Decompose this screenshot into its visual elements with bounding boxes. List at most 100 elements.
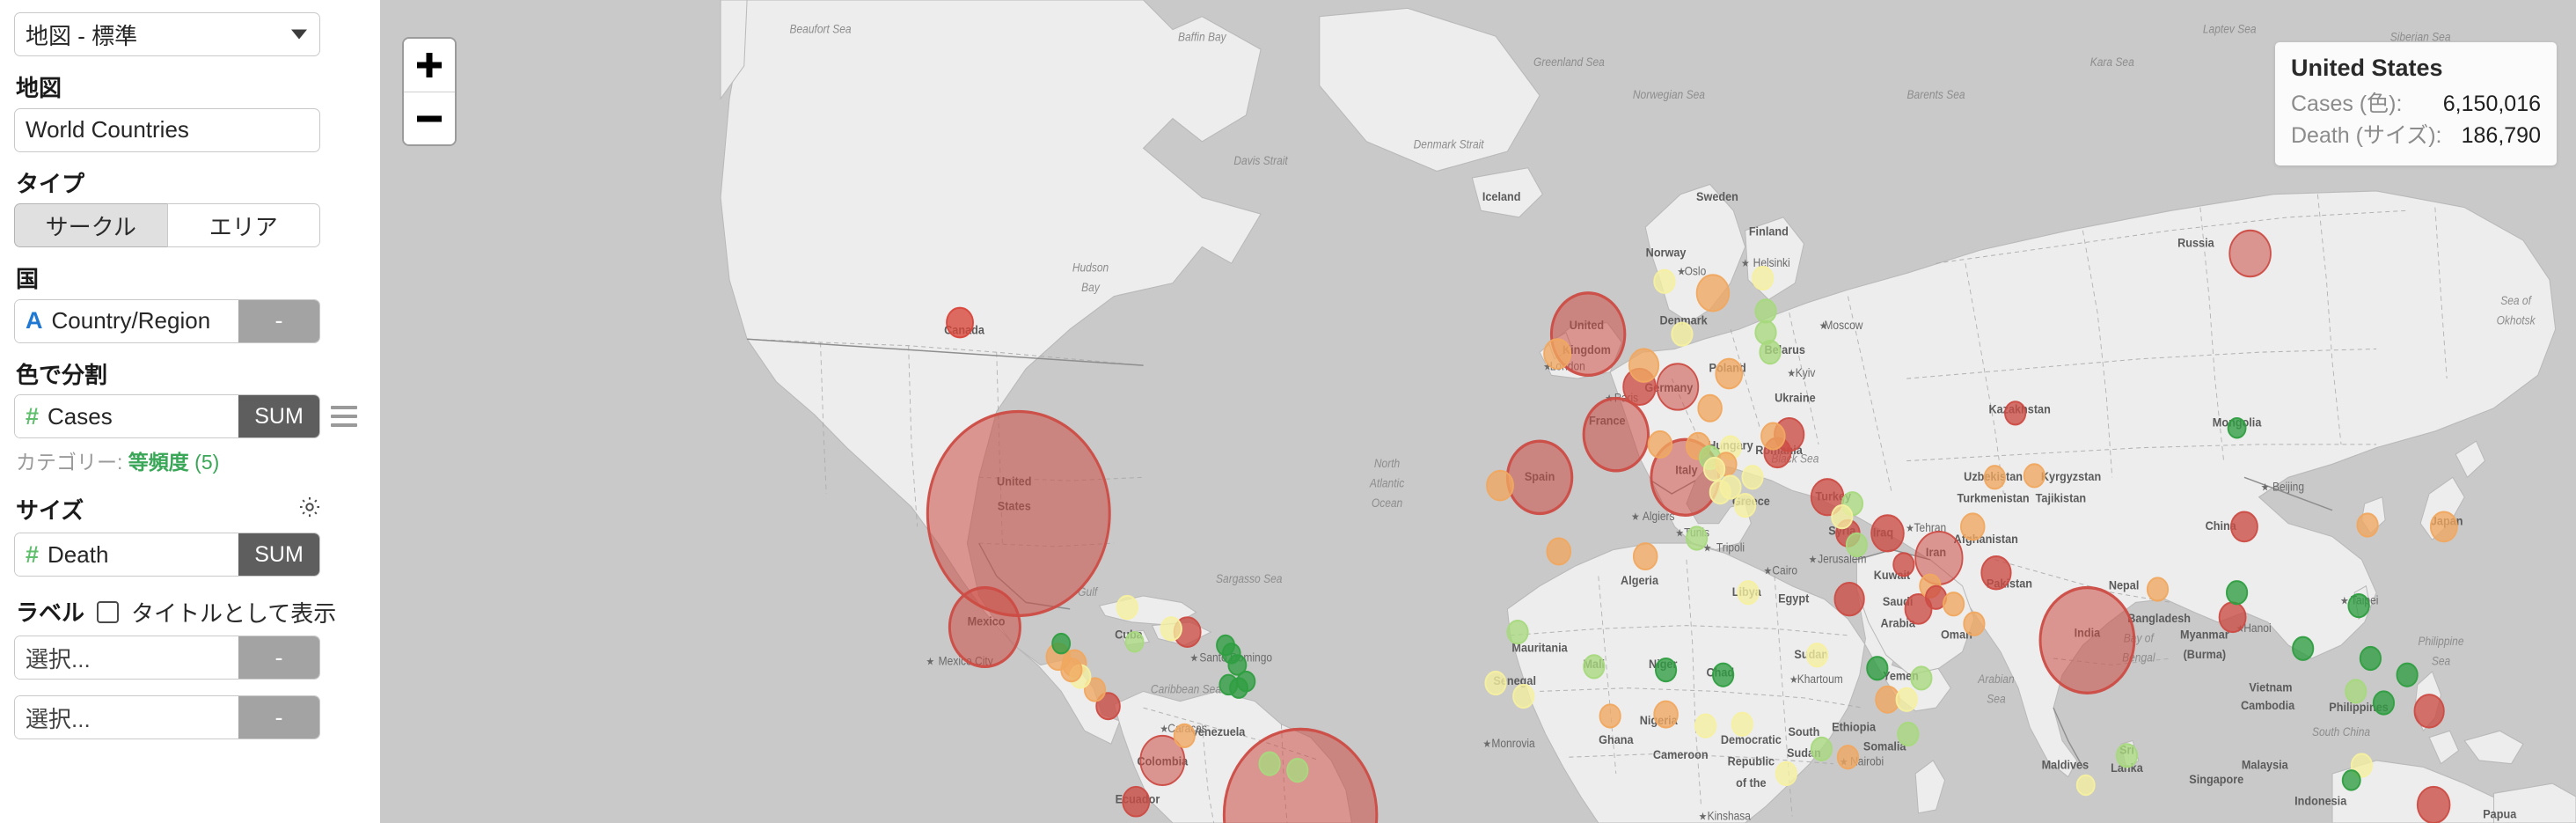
map-bubble[interactable]: Kenya <box>1836 745 1860 770</box>
map-bubble[interactable]: Russia <box>2228 229 2272 278</box>
map-bubble[interactable]: Egypt <box>1833 581 1865 617</box>
map-bubble[interactable]: Chad <box>1712 662 1735 687</box>
label-field-1-main[interactable]: 選択... <box>15 636 238 680</box>
map-bubble[interactable]: DR Congo <box>1775 761 1797 787</box>
map-bubble[interactable]: Bosnia <box>1703 456 1726 482</box>
color-field-pill[interactable]: # Cases SUM <box>14 394 320 439</box>
map-bubble[interactable]: Sudan <box>1805 643 1829 668</box>
map-bubble[interactable]: Nigeria <box>1653 700 1679 729</box>
map-bubble[interactable]: Czechia <box>1697 393 1723 423</box>
map-bubble[interactable]: Senegal <box>1484 670 1507 696</box>
map-bubble[interactable]: Uganda <box>1810 736 1833 761</box>
map-style-select[interactable]: 地図 - 標準 <box>14 12 320 56</box>
map-bubble[interactable]: Bangladesh <box>2218 601 2247 634</box>
map-bubble[interactable]: Guyana <box>1258 751 1281 776</box>
size-field-main[interactable]: # Death <box>15 533 238 577</box>
map-bubble[interactable]: Costa Rica <box>1083 677 1107 702</box>
map-bubble[interactable]: Jordan <box>1845 532 1869 558</box>
map-bubble[interactable]: Kuwait <box>1892 552 1915 577</box>
map-bubble[interactable]: Bhutan <box>2225 580 2249 606</box>
map-bubble[interactable]: Algeria <box>1632 542 1658 571</box>
map-bubble[interactable]: Saudi Arabia <box>1904 593 1933 625</box>
map-bubble[interactable]: Tunisia <box>1686 525 1709 551</box>
map-bubble[interactable]: Ireland <box>1543 338 1572 370</box>
color-field-main[interactable]: # Cases <box>15 395 238 438</box>
map-bubble[interactable]: Morocco <box>1546 537 1572 566</box>
map-bubble[interactable]: Poland <box>1715 357 1744 390</box>
map-bubble[interactable]: Sri Lanka <box>2115 743 2139 768</box>
map-bubble[interactable]: Moldova <box>1760 422 1786 451</box>
map-bubble[interactable]: Haiti <box>1160 616 1182 642</box>
label-field-2-main[interactable]: 選択... <box>15 696 238 739</box>
map-bubble[interactable]: UAE <box>1942 592 1965 617</box>
map-bubble[interactable]: Ghana <box>1599 703 1621 729</box>
map-bubble[interactable]: Laos <box>2359 645 2382 672</box>
map-bubble[interactable]: Cuba <box>1116 594 1138 621</box>
map-bubble[interactable]: Philippines <box>2413 694 2445 729</box>
map-bubble[interactable]: Dominica <box>1227 654 1248 676</box>
map-bubble[interactable]: Singapore <box>2341 769 2361 791</box>
label-field-2-pill[interactable]: 選択... - <box>14 695 320 740</box>
map-bubble[interactable]: Portugal <box>1486 469 1514 502</box>
map-bubble[interactable]: France <box>1582 396 1650 473</box>
map-bubble[interactable]: Oman <box>1963 611 1986 636</box>
map-bubble[interactable]: CAR <box>1731 711 1753 737</box>
map-bubble[interactable]: Mongolia <box>2227 416 2247 439</box>
map-bubble[interactable]: Iran <box>1914 530 1964 585</box>
map-bubble[interactable]: Panama <box>1095 692 1121 721</box>
map-bubble[interactable]: Indonesia <box>2416 785 2451 823</box>
map-bubble[interactable]: Cambodia <box>2372 690 2396 716</box>
map-bubble[interactable]: Estonia <box>1754 298 1777 324</box>
label-field-1-agg[interactable]: - <box>238 636 319 680</box>
map-bubble[interactable]: Somalia <box>1897 721 1920 747</box>
map-bubble[interactable]: Djibouti <box>1895 687 1918 712</box>
zoom-in-button[interactable] <box>404 39 455 92</box>
country-field-pill[interactable]: A Country/Region - <box>14 298 320 343</box>
map-bubble[interactable]: Ecuador <box>1122 785 1151 818</box>
map-bubble[interactable]: Lithuania <box>1759 340 1782 365</box>
map-bubble[interactable]: South Korea <box>2356 512 2379 538</box>
label-field-1-pill[interactable]: 選択... - <box>14 636 320 680</box>
map-bubble[interactable]: Eritrea <box>1866 656 1889 681</box>
size-field-pill[interactable]: # Death SUM <box>14 533 320 577</box>
map-bubble[interactable]: Yemen <box>1910 665 1933 691</box>
map-bubble[interactable]: India <box>2038 585 2136 694</box>
map-bubble[interactable]: Taiwan <box>2347 593 2370 619</box>
map-bubble[interactable]: Kazakhstan <box>2004 400 2027 426</box>
hamburger-icon[interactable] <box>331 406 357 428</box>
map-bubble[interactable]: Uzbekistan <box>1983 465 2006 490</box>
map-bubble[interactable]: El Salvador <box>1060 657 1083 683</box>
map-bubble[interactable]: N. Macedonia <box>1719 474 1742 500</box>
label-field-2-agg[interactable]: - <box>238 696 319 739</box>
map-bubble[interactable]: Vietnam <box>2396 662 2419 687</box>
map-bubble[interactable]: Niger <box>1654 657 1678 683</box>
map-bubble[interactable]: Greece <box>1734 492 1757 518</box>
map-bubble[interactable]: Venezuela <box>1173 723 1196 749</box>
map-bubble[interactable]: Kyrgyzstan <box>2023 463 2045 489</box>
size-field-agg[interactable]: SUM <box>238 533 319 577</box>
zoom-out-button[interactable] <box>404 92 455 144</box>
map-bubble[interactable]: Lebanon <box>1831 504 1854 530</box>
map-bubble[interactable]: Iraq <box>1870 514 1905 553</box>
world-map-canvas[interactable]: CanadaUnitedStatesMexicoCubaColombiaVene… <box>380 0 2576 823</box>
map-bubble[interactable]: Afghanistan <box>1960 512 1986 541</box>
map-bubble[interactable]: Maldives <box>2075 774 2096 797</box>
map-bubble[interactable]: Sweden <box>1695 274 1731 312</box>
map-bubble[interactable]: Spain <box>1505 439 1574 516</box>
map-bubble[interactable]: Guinea <box>1512 683 1535 709</box>
map-bubble[interactable]: Grenada <box>1218 673 1239 696</box>
country-field-agg[interactable]: - <box>238 299 319 342</box>
map-bubble[interactable]: Colombia <box>1139 734 1186 787</box>
map-name-input[interactable]: World Countries <box>14 107 320 152</box>
map-bubble[interactable]: Nepal <box>2146 577 2170 602</box>
map-bubble[interactable]: Finland <box>1752 265 1775 291</box>
category-value[interactable]: 等頻度 <box>128 451 189 474</box>
color-field-agg[interactable]: SUM <box>238 395 319 438</box>
type-option-area[interactable]: エリア <box>166 203 320 248</box>
map-bubble[interactable]: Belize <box>1051 632 1072 655</box>
map-bubble[interactable]: Bulgaria <box>1741 465 1764 490</box>
map-bubble[interactable]: Netherlands <box>1628 348 1660 383</box>
map-bubble[interactable]: Mauritania <box>1506 619 1529 645</box>
map-bubble[interactable]: Mali <box>1583 654 1606 680</box>
map-bubble[interactable]: Suriname <box>1286 758 1309 783</box>
